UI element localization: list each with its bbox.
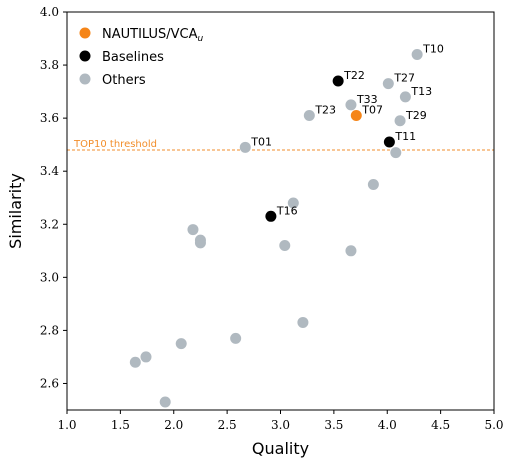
data-point	[279, 239, 291, 251]
data-point	[390, 147, 402, 159]
y-tick-label: 4.0	[40, 5, 59, 19]
x-tick-label: 3.0	[271, 418, 290, 432]
x-ticks: 1.0 1.5 2.0 2.5 3.0 3.5 4.0 4.5 5.0	[57, 410, 504, 432]
legend-label-main: Others	[102, 73, 146, 88]
data-point	[411, 48, 423, 60]
point-label: T13	[410, 85, 432, 98]
data-point	[187, 224, 199, 236]
legend-label-main: NAUTILUS/VCA	[102, 27, 198, 42]
y-tick-label: 3.4	[40, 164, 59, 178]
threshold-layer: TOP10 threshold	[67, 139, 494, 151]
data-point	[140, 351, 152, 363]
point-label: T22	[343, 69, 365, 82]
data-point	[297, 316, 309, 328]
point-label: T29	[405, 109, 427, 122]
x-tick-label: 2.5	[218, 418, 237, 432]
data-point	[265, 210, 277, 222]
x-tick-label: 4.0	[378, 418, 397, 432]
data-point	[175, 338, 187, 350]
data-point	[129, 356, 141, 368]
point-label: T23	[314, 103, 336, 116]
data-point	[399, 91, 411, 103]
data-point	[367, 178, 379, 190]
threshold-label: TOP10 threshold	[73, 139, 157, 150]
data-point	[382, 78, 394, 90]
points-layer	[129, 48, 423, 408]
data-point	[194, 237, 206, 249]
point-label: T07	[361, 103, 383, 116]
data-point	[303, 109, 315, 121]
data-point	[383, 136, 395, 148]
y-tick-label: 3.0	[40, 270, 59, 284]
legend: NAUTILUS/VCAu Baselines Others	[79, 27, 204, 88]
x-tick-label: 5.0	[484, 418, 503, 432]
y-ticks: 2.6 2.8 3.0 3.2 3.4 3.6 3.8 4.0	[40, 5, 67, 390]
data-point	[230, 332, 242, 344]
y-axis-title: Similarity	[6, 173, 25, 249]
data-point	[239, 141, 251, 153]
legend-marker	[79, 27, 91, 39]
data-point	[332, 75, 344, 87]
point-label: T27	[393, 72, 415, 85]
legend-label: Baselines	[102, 50, 164, 65]
y-tick-label: 2.8	[40, 323, 59, 337]
data-point	[394, 115, 406, 127]
point-label: T16	[276, 204, 298, 217]
data-point	[287, 197, 299, 209]
legend-label: NAUTILUS/VCAu	[102, 27, 204, 44]
legend-marker	[79, 50, 91, 62]
point-label: T10	[422, 42, 444, 55]
y-tick-label: 3.2	[40, 217, 59, 231]
point-label: T11	[394, 130, 416, 143]
x-tick-label: 2.0	[164, 418, 183, 432]
data-point	[350, 109, 362, 121]
x-tick-label: 1.5	[111, 418, 130, 432]
data-point	[345, 99, 357, 111]
point-label: T33	[356, 93, 378, 106]
legend-label: Others	[102, 73, 146, 88]
x-axis-title: Quality	[252, 439, 309, 458]
y-tick-label: 3.8	[40, 58, 59, 72]
x-tick-label: 3.5	[324, 418, 343, 432]
legend-label-subscript: u	[198, 34, 204, 44]
y-tick-label: 3.6	[40, 111, 59, 125]
x-tick-label: 1.0	[57, 418, 76, 432]
legend-label-main: Baselines	[102, 50, 164, 65]
legend-marker	[79, 73, 91, 85]
x-tick-label: 4.5	[431, 418, 450, 432]
data-point	[345, 245, 357, 257]
data-point	[159, 396, 171, 408]
point-label: T01	[250, 135, 272, 148]
y-tick-label: 2.6	[40, 376, 59, 390]
